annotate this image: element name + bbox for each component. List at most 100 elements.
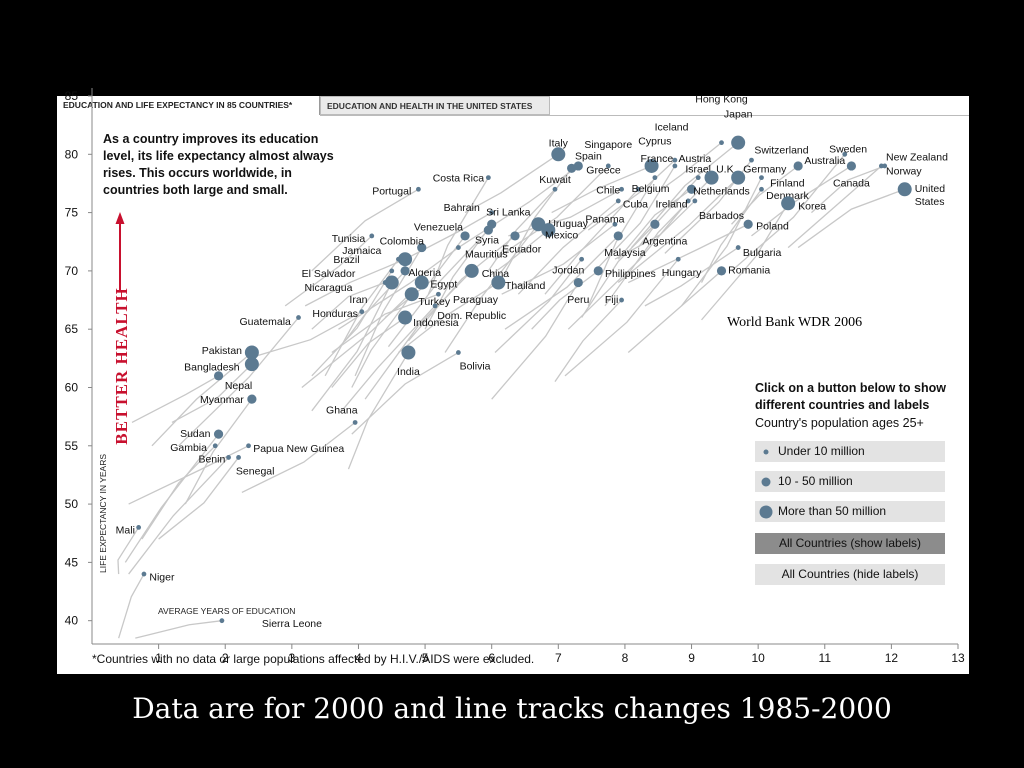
legend-button-under-10-million[interactable]: Under 10 million: [755, 441, 945, 462]
tab-education-life-expectancy[interactable]: EDUCATION AND LIFE EXPECTANCY IN 85 COUN…: [57, 96, 320, 115]
country-point-argentina: [650, 219, 660, 229]
country-trail: [178, 317, 300, 447]
chart-intro-text: As a country improves its education leve…: [103, 132, 334, 197]
country-trail: [531, 270, 599, 330]
country-label-hungary: Hungary: [662, 267, 702, 279]
country-point-netherlands: [686, 184, 697, 194]
country-label-senegal: Senegal: [236, 465, 275, 477]
country-point-denmark: [759, 186, 764, 192]
country-label-colombia: Colombia: [380, 236, 425, 248]
legend-button-label: More than 50 million: [778, 504, 887, 518]
country-point-barbados: [692, 198, 698, 204]
show-labels-button[interactable]: All Countries (show labels): [755, 533, 945, 554]
country-trail: [141, 445, 216, 540]
country-label-niger: Niger: [149, 571, 175, 583]
country-point-philippines: [593, 266, 603, 276]
country-trail: [491, 282, 579, 400]
country-label-sweden: Sweden: [829, 143, 867, 155]
country-trail: [604, 177, 712, 307]
y-tick-label: 70: [65, 264, 79, 278]
legend-button-label: 10 - 50 million: [778, 474, 853, 488]
country-label-italy: Italy: [549, 138, 569, 150]
country-trail: [347, 352, 409, 470]
country-point-france: [644, 158, 659, 173]
country-point-poland: [743, 219, 753, 229]
country-label-united-states: States: [915, 196, 945, 208]
country-point-iran: [384, 275, 399, 290]
country-label-argentina: Argentina: [642, 236, 687, 248]
country-point-sierra-leone: [219, 618, 225, 624]
country-point-australia: [793, 161, 803, 171]
country-trail: [118, 573, 145, 639]
country-point-chile: [619, 186, 624, 192]
x-tick-label: 3: [289, 651, 296, 665]
country-point-benin: [226, 455, 231, 460]
country-trail: [614, 200, 696, 260]
country-trail: [644, 247, 739, 307]
country-trail: [324, 258, 399, 377]
country-trail: [681, 177, 763, 307]
country-point-ghana: [352, 420, 358, 425]
small-dot-icon: [763, 449, 769, 454]
better-health-label: BETTER HEALTH: [112, 287, 131, 445]
country-trail: [504, 235, 619, 330]
country-label-uruguay: Uruguay: [548, 218, 588, 230]
country-label-dom-republic: Dom. Republic: [437, 310, 506, 322]
legend-title: Click on a button below to show differen…: [755, 381, 946, 412]
country-point-germany: [731, 170, 746, 185]
country-label-romania: Romania: [728, 265, 770, 277]
x-tick-label: 13: [951, 651, 965, 665]
country-point-hungary: [675, 256, 681, 262]
country-label-u-k: U.K: [716, 163, 734, 175]
country-trail: [331, 316, 406, 388]
hide-labels-button[interactable]: All Countries (hide labels): [755, 564, 945, 585]
country-trail: [341, 305, 436, 412]
country-point-syria: [460, 231, 470, 241]
country-trail: [594, 165, 676, 272]
country-point-romania: [716, 266, 727, 276]
y-tick-label: 60: [65, 380, 79, 394]
country-label-korea: Korea: [798, 201, 826, 213]
medium-dot-icon: [761, 477, 771, 486]
legend-button-over-50-million[interactable]: More than 50 million: [755, 501, 945, 522]
country-label-ireland: Ireland: [655, 198, 687, 210]
country-point-costa-rica: [485, 175, 491, 181]
country-label-bolivia: Bolivia: [460, 360, 491, 372]
y-tick-label: 40: [65, 614, 79, 628]
y-tick-label: 85: [65, 89, 79, 103]
x-tick-label: 1: [155, 651, 162, 665]
country-point-pakistan: [244, 345, 259, 360]
country-point-belgium: [635, 186, 641, 192]
y-tick-label: 65: [65, 322, 79, 336]
x-tick-label: 6: [488, 651, 495, 665]
y-tick-label: 55: [65, 439, 79, 453]
country-label-sudan: Sudan: [180, 428, 211, 440]
country-trail: [627, 223, 749, 284]
y-tick-label: 75: [65, 206, 79, 220]
country-label-algeria: Algeria: [408, 267, 441, 279]
country-point-austria: [672, 163, 678, 169]
country-label-denmark: Denmark: [766, 190, 809, 202]
country-point-norway: [882, 163, 888, 169]
country-label-honduras: Honduras: [312, 308, 358, 320]
country-trail: [241, 421, 356, 494]
country-label-cyprus: Cyprus: [638, 135, 671, 147]
slide-caption: Data are for 2000 and line tracks change…: [132, 692, 892, 725]
country-label-nepal: Nepal: [225, 380, 252, 392]
country-label-sierra-leone: Sierra Leone: [262, 618, 322, 630]
country-trail: [797, 188, 905, 249]
country-point-u-k: [704, 170, 719, 185]
country-trail: [494, 165, 609, 260]
country-trail: [564, 258, 679, 377]
country-trail: [508, 188, 622, 237]
tab-education-health-us[interactable]: EDUCATION AND HEALTH IN THE UNITED STATE…: [320, 96, 550, 115]
country-label-switzerland: Switzerland: [754, 145, 808, 157]
legend-button-10-50-million[interactable]: 10 - 50 million: [755, 471, 945, 492]
country-label-nicaragua: Nicaragua: [305, 282, 353, 294]
country-trail: [581, 223, 656, 318]
tab-divider: [320, 115, 969, 116]
country-trail: [284, 235, 373, 307]
country-trail: [487, 229, 549, 278]
country-trail: [128, 445, 249, 505]
